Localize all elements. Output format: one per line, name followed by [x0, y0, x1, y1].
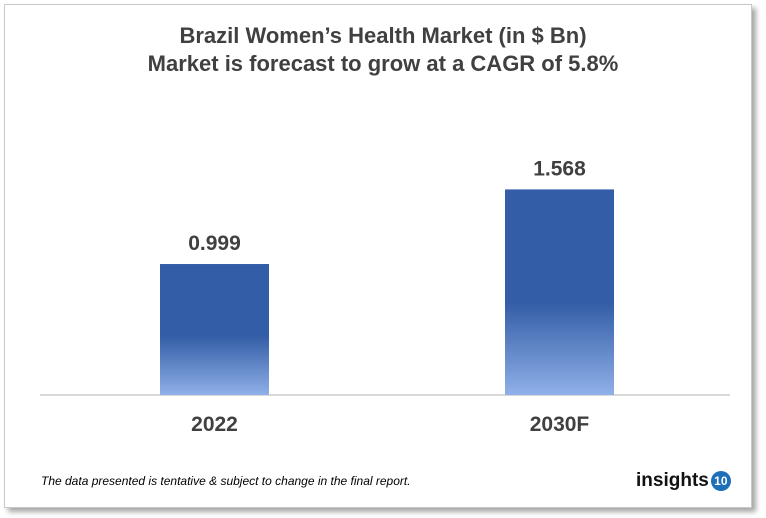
logo-text: insights — [636, 470, 709, 491]
insights10-logo: insights 10 — [636, 470, 731, 492]
chart-title: Brazil Women’s Health Market (in $ Bn) — [179, 23, 587, 48]
x-tick-label: 2022 — [191, 413, 238, 436]
footnote: The data presented is tentative & subjec… — [41, 474, 411, 488]
data-label: 0.999 — [188, 232, 241, 255]
chart-card — [4, 4, 752, 508]
chart-title-block: Brazil Women’s Health Market (in $ Bn) M… — [0, 22, 766, 78]
data-label: 1.568 — [533, 157, 586, 180]
chart-subtitle: Market is forecast to grow at a CAGR of … — [147, 51, 619, 76]
logo-badge: 10 — [710, 471, 731, 491]
x-tick-label: 2030F — [530, 413, 590, 436]
bar-2030F — [505, 189, 614, 395]
bar-2022 — [160, 264, 269, 395]
